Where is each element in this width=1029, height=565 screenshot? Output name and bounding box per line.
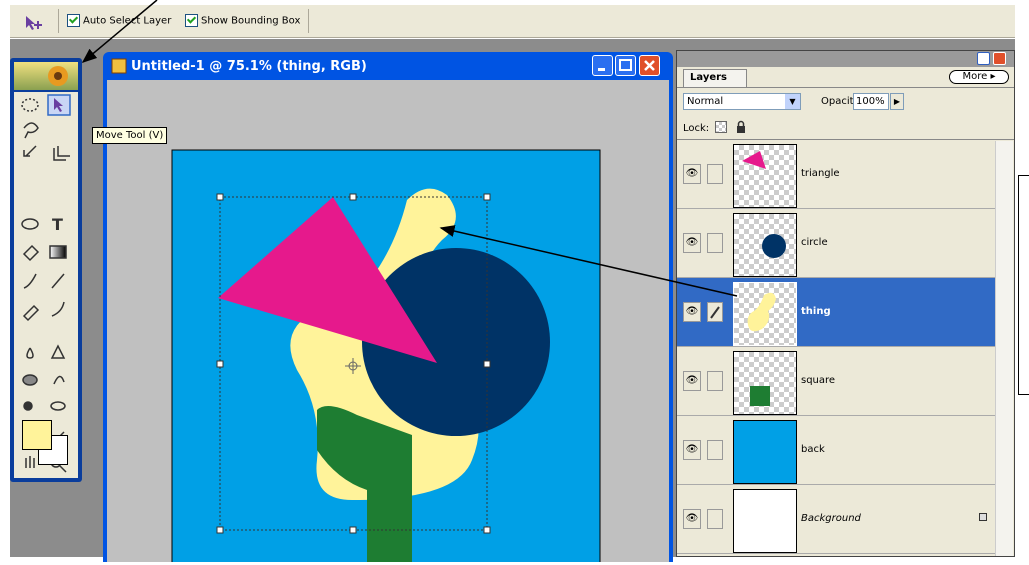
layer-row[interactable]: 👁 square	[677, 347, 995, 416]
panel-titlebar	[677, 51, 1014, 67]
layer-thumbnail	[733, 144, 797, 208]
layer-name: thing	[801, 306, 831, 317]
visibility-toggle[interactable]: 👁	[683, 440, 701, 460]
square-shape	[317, 406, 412, 565]
layer-lock	[979, 513, 987, 521]
lock-transparency[interactable]	[715, 121, 727, 133]
toolbox-header	[14, 62, 78, 90]
link-toggle[interactable]	[707, 509, 723, 529]
layer-thumbnail	[733, 282, 797, 346]
tab-line	[677, 87, 1014, 88]
layer-thumbnail	[733, 351, 797, 415]
scrollbar[interactable]	[995, 141, 1013, 556]
more-button[interactable]: More ▸	[949, 70, 1009, 84]
visibility-toggle[interactable]: 👁	[683, 233, 701, 253]
layer-thumbnail	[733, 420, 797, 484]
opacity-slider-button[interactable]: ▶	[890, 93, 904, 110]
layer-row[interactable]: 👁 Background	[677, 485, 995, 554]
canvas	[171, 149, 601, 565]
visibility-toggle[interactable]: 👁	[683, 302, 701, 322]
handles	[216, 193, 491, 534]
blend-mode-select[interactable]: Normal ▼	[683, 93, 801, 110]
label: Auto Select Layer	[83, 15, 172, 27]
link-toggle[interactable]	[707, 164, 723, 184]
maximize-button[interactable]	[615, 55, 636, 76]
triangle-shape	[218, 197, 437, 363]
document-window: Untitled-1 @ 75.1% (thing, RGB)	[103, 52, 673, 565]
layer-row[interactable]: 👁 triangle	[677, 140, 995, 209]
layer-name: circle	[801, 237, 828, 248]
minimize-button[interactable]	[592, 55, 613, 76]
document-title: Untitled-1 @ 75.1% (thing, RGB)	[131, 59, 367, 74]
layers-tab[interactable]: Layers	[683, 69, 747, 87]
opacity-input[interactable]: 100%	[853, 93, 889, 110]
layer-row[interactable]: 👁 circle	[677, 209, 995, 278]
layer-name: Background	[801, 513, 861, 524]
separator	[58, 9, 59, 33]
options-bar: Auto Select Layer Show Bounding Box	[10, 5, 1015, 38]
bounding-box-checkbox[interactable]: Show Bounding Box	[185, 14, 300, 27]
doc-icon	[111, 58, 127, 74]
foreground-color[interactable]	[22, 420, 52, 450]
visibility-toggle[interactable]: 👁	[683, 371, 701, 391]
toolbox: T	[10, 58, 82, 482]
panel-close[interactable]	[993, 52, 1006, 65]
move-tool-icon[interactable]	[24, 15, 46, 31]
close-button[interactable]	[639, 55, 660, 76]
link-toggle[interactable]	[707, 440, 723, 460]
layer-name: square	[801, 375, 836, 386]
layer-thumbnail	[733, 489, 797, 553]
label: More	[962, 71, 988, 82]
layer-name: triangle	[801, 168, 840, 179]
lock-all[interactable]	[735, 120, 747, 134]
label: Normal	[687, 96, 724, 107]
auto-select-checkbox[interactable]: Auto Select Layer	[67, 14, 171, 27]
panel-minimize[interactable]	[977, 52, 990, 65]
visibility-toggle[interactable]: 👁	[683, 164, 701, 184]
link-toggle[interactable]	[707, 233, 723, 253]
link-toggle[interactable]	[707, 371, 723, 391]
visibility-toggle[interactable]: 👁	[683, 509, 701, 529]
reference-point	[345, 358, 361, 374]
layers-panel: Layers More ▸ Normal ▼ Opacity: 100% ▶ L…	[676, 50, 1015, 557]
opacity-label: Opacity:	[821, 96, 863, 107]
layer-name: back	[801, 444, 825, 455]
layer-thumbnail	[733, 213, 797, 277]
tooltip: Move Tool (V)	[92, 127, 168, 144]
external-box	[1018, 175, 1029, 395]
tool-grid: T	[14, 92, 78, 478]
canvas-area	[107, 80, 669, 565]
lock-label: Lock:	[683, 123, 710, 134]
divider	[677, 139, 1014, 140]
svg-text:T: T	[52, 215, 63, 234]
separator	[308, 9, 309, 33]
label: Show Bounding Box	[201, 15, 301, 27]
link-toggle[interactable]	[707, 302, 723, 322]
layer-row[interactable]: 👁 thing	[677, 278, 995, 347]
layer-row[interactable]: 👁 back	[677, 416, 995, 485]
